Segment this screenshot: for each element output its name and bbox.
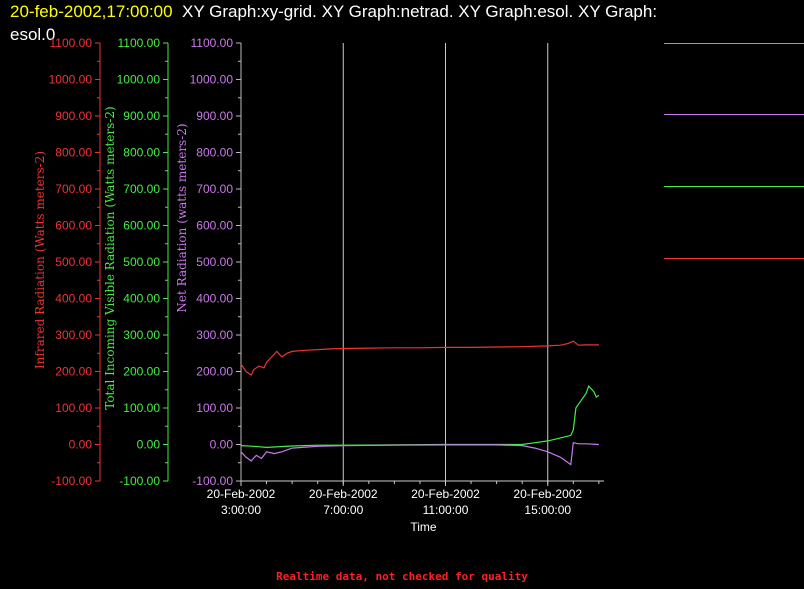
y-tick-label: 200.00 <box>196 365 233 379</box>
y-tick-label: 300.00 <box>196 328 233 342</box>
legend-item-netrad-date: 20-Feb-2002 <box>665 79 737 93</box>
title-text: XY Graph:xy-grid. XY Graph:netrad. XY Gr… <box>182 2 658 21</box>
y-tick-label: 300.00 <box>123 328 160 342</box>
y-tick-label: 700.00 <box>196 182 233 196</box>
y-tick-label: 1000.00 <box>190 73 234 87</box>
legend-divider-top <box>664 43 804 44</box>
y-tick-label: 400.00 <box>196 292 233 306</box>
legend-item-vis-source: —armiss/surface_me <box>665 115 784 129</box>
x-tick-label-date: 20-Feb-2002 <box>411 487 480 501</box>
y-tick-label: 0.00 <box>69 438 93 452</box>
y-tick-label: 600.00 <box>123 219 160 233</box>
legend-item-ir-time: 16:59:03 <box>665 241 714 255</box>
y-tick-label: 1100.00 <box>118 36 161 50</box>
legend-item-vis-date: 20-Feb-2002 <box>665 151 737 165</box>
y-tick-label: 900.00 <box>123 109 160 123</box>
y-tick-label: 800.00 <box>196 146 233 160</box>
y-tick-label: 1000.00 <box>117 73 161 87</box>
legend-item-netrad-time: 16:59:03 <box>665 97 714 111</box>
y-tick-label: -100.00 <box>51 474 92 488</box>
y-tick-label: 500.00 <box>196 255 233 269</box>
x-tick-label-time: 11:00:00 <box>423 503 469 517</box>
y-tick-label: 100.00 <box>55 401 92 415</box>
series-line <box>240 340 599 376</box>
y-tick-label: -100.00 <box>192 474 233 488</box>
legend-item-ir-field: time : ir[][Watts meters <box>665 205 790 219</box>
x-tick-label-time: 3:00:00 <box>221 503 261 517</box>
y-tick-label: -100.00 <box>119 474 160 488</box>
y-tick-label: 800.00 <box>55 146 92 160</box>
graph-title: 20-feb-2002,17:00:00 XY Graph:xy-grid. X… <box>10 2 657 22</box>
y-tick-label: 500.00 <box>123 255 160 269</box>
y-tick-label: 900.00 <box>196 109 233 123</box>
x-tick-label-time: 7:00:00 <box>323 503 363 517</box>
y-tick-label: 100.00 <box>123 401 160 415</box>
y-tick-label: 200.00 <box>123 365 160 379</box>
y-axis-title: Net Radiation (watts meters-2) <box>175 123 189 312</box>
y-tick-label: 800.00 <box>123 146 160 160</box>
x-axis-title: Time <box>410 520 437 534</box>
y-tick-label: 900.00 <box>55 109 92 123</box>
y-tick-label: 1100.00 <box>191 36 234 50</box>
y-tick-label: 1000.00 <box>49 73 93 87</box>
y-axis-title: Infrared Radiation (Watts meters-2) <box>33 151 47 369</box>
y-tick-label: 600.00 <box>196 219 233 233</box>
series-line <box>240 384 600 449</box>
y-tick-label: 400.00 <box>123 292 160 306</box>
y-tick-label: 300.00 <box>55 328 92 342</box>
x-tick-label-date: 20-Feb-2002 <box>513 487 582 501</box>
y-tick-label: 200.00 <box>55 365 92 379</box>
x-tick-label-date: 20-Feb-2002 <box>207 487 276 501</box>
y-tick-label: 0.00 <box>137 438 161 452</box>
legend-divider-ir <box>664 258 804 259</box>
y-tick-label: 700.00 <box>123 182 160 196</box>
y-tick-label: 0.00 <box>210 438 234 452</box>
legend-item-netrad-field: time : netrad[][watts me <box>665 61 795 75</box>
x-tick-label-time: 15:00:00 <box>524 503 571 517</box>
y-tick-label: 600.00 <box>55 219 92 233</box>
y-tick-label: 1100.00 <box>50 36 93 50</box>
legend-item-ir-date: 20-Feb-2002 <box>665 223 737 237</box>
quality-disclaimer: Realtime data, not checked for quality <box>276 570 528 583</box>
y-axis-title: Total Incoming Visible Radiation (Watts … <box>103 106 117 410</box>
graph-title-continued: esol.0 <box>10 25 56 44</box>
series-line <box>240 441 599 466</box>
legend-item-netrad-source: —armiss/surface_me <box>665 43 784 57</box>
legend-item-ir-source: —armiss/surface_me <box>665 187 784 201</box>
legend-item-vis-field: time : vis[][Watts meter <box>665 133 792 147</box>
y-tick-label: 100.00 <box>196 401 233 415</box>
y-tick-label: 500.00 <box>55 255 92 269</box>
y-tick-label: 400.00 <box>55 292 92 306</box>
timestamp: 20-feb-2002,17:00:00 <box>10 2 173 21</box>
x-tick-label-date: 20-Feb-2002 <box>309 487 378 501</box>
legend-divider-vis <box>664 186 804 187</box>
y-tick-label: 700.00 <box>55 182 92 196</box>
legend-divider-netrad <box>664 114 804 115</box>
